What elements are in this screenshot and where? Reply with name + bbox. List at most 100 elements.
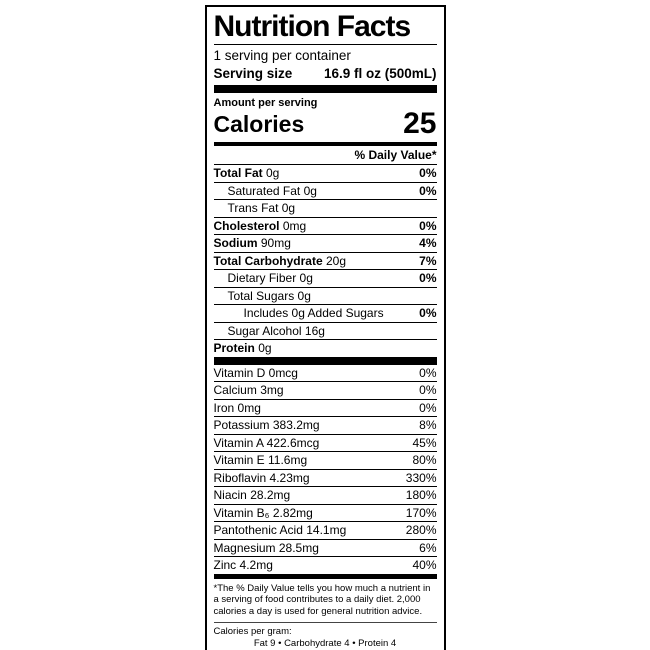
- nutrient-row: Cholesterol 0mg 0%: [213, 218, 437, 235]
- nutrient-daily-value: 0%: [419, 383, 437, 397]
- daily-value-header: % Daily Value*: [213, 146, 437, 165]
- thick-rule-top: [213, 85, 437, 93]
- nutrient-name: Total Sugars: [227, 288, 295, 303]
- nutrient-amount: 0g: [258, 341, 272, 355]
- nutrient-amount: 0g: [299, 271, 313, 285]
- nutrient-name: Cholesterol: [213, 218, 280, 233]
- calories-per-gram-label: Calories per gram:: [213, 626, 292, 637]
- nutrient-name-amount: Calcium 3mg: [214, 384, 284, 397]
- vitamin-row: Potassium 383.2mg 8%: [213, 417, 437, 435]
- nutrient-daily-value: 4%: [419, 236, 437, 250]
- nutrition-facts-label: Nutrition Facts 1 serving per container …: [204, 5, 446, 650]
- nutrient-amount: 20g: [325, 253, 346, 268]
- vitamin-row: Calcium 3mg 0%: [213, 382, 437, 400]
- nutrient-name: Vitamin B₆: [213, 505, 270, 520]
- nutrient-name-amount: Niacin 28.2mg: [214, 489, 291, 502]
- nutrient-daily-value: 0%: [419, 166, 437, 180]
- nutrient-amount: 0g: [281, 201, 296, 215]
- nutrient-daily-value: 0%: [419, 306, 437, 320]
- nutrient-name: Iron: [213, 400, 235, 415]
- nutrient-name: Vitamin D: [213, 365, 266, 380]
- nutrient-daily-value: 0%: [419, 400, 437, 415]
- nutrient-name-amount: Saturated Fat 0g: [228, 183, 317, 198]
- nutrient-name-amount: Pantothenic Acid 14.1mg: [214, 524, 347, 537]
- calories-label: Calories: [213, 111, 305, 137]
- vitamin-row: Pantothenic Acid 14.1mg 280%: [213, 522, 437, 540]
- nutrient-daily-value: 170%: [405, 505, 437, 520]
- nutrient-amount: 0mg: [282, 218, 307, 233]
- vitamin-rows: Vitamin D 0mcg 0% Calcium 3mg 0% Iron 0mg 0% P…: [213, 365, 437, 574]
- nutrient-amount: 16g: [304, 323, 325, 338]
- nutrient-name: Pantothenic Acid: [213, 523, 303, 537]
- nutrient-amount: 0mg: [237, 400, 261, 415]
- nutrient-amount: 4.23mg: [269, 470, 310, 485]
- serving-size-row: Serving size 16.9 fl oz (500mL): [214, 64, 437, 85]
- nutrient-amount: 422.6mcg: [266, 435, 320, 450]
- nutrient-name-amount: Vitamin B₆ 2.82mg: [213, 505, 313, 520]
- nutrient-row: Total Fat 0g 0%: [213, 165, 437, 183]
- medium-rule: [213, 142, 437, 146]
- nutrient-name: Includes 0g Added Sugars: [243, 306, 384, 320]
- nutrient-name-amount: Total Carbohydrate 20g: [213, 253, 347, 268]
- nutrient-amount: 2.82mg: [272, 505, 313, 520]
- vitamin-row: Iron 0mg 0%: [213, 400, 437, 417]
- nutrient-name-amount: Magnesium 28.5mg: [213, 540, 319, 555]
- nutrient-amount: 0mcg: [268, 365, 298, 380]
- nutrient-amount: 0g: [265, 166, 280, 180]
- nutrient-row: Protein 0g: [214, 340, 437, 357]
- nutrient-row: Sodium 90mg 4%: [213, 235, 437, 253]
- nutrient-name: Niacin: [213, 488, 247, 502]
- nutrient-amount: 28.2mg: [250, 488, 291, 502]
- serving-size-label: Serving size: [213, 66, 293, 81]
- nutrient-name: Calcium: [213, 383, 257, 397]
- calories-row: Calories 25: [214, 109, 437, 140]
- nutrient-row: Sugar Alcohol 16g: [213, 323, 437, 340]
- vitamin-row: Niacin 28.2mg 180%: [213, 487, 437, 505]
- nutrient-name: Magnesium: [213, 540, 276, 555]
- nutrient-name: Dietary Fiber: [227, 271, 297, 285]
- label-title: Nutrition Facts: [213, 10, 437, 45]
- nutrient-daily-value: 7%: [419, 253, 437, 268]
- nutrient-daily-value: 0%: [419, 183, 437, 198]
- nutrient-amount: 4.2mg: [239, 558, 273, 572]
- nutrient-amount: 0g: [303, 183, 317, 198]
- nutrient-daily-value: 80%: [412, 453, 437, 467]
- serving-size-value: 16.9 fl oz (500mL): [323, 66, 437, 81]
- nutrient-daily-value: 0%: [419, 218, 437, 233]
- vitamin-row: Zinc 4.2mg 40%: [214, 557, 437, 574]
- nutrient-name-amount: Riboflavin 4.23mg: [213, 470, 310, 485]
- vitamin-row: Riboflavin 4.23mg 330%: [213, 470, 437, 487]
- nutrient-daily-value: 280%: [405, 523, 437, 537]
- calories-per-gram-section: Calories per gram: Fat 9 • Carbohydrate …: [214, 623, 437, 650]
- nutrient-daily-value: 8%: [419, 418, 437, 432]
- nutrient-name-amount: Iron 0mg: [213, 400, 261, 415]
- nutrient-name: Protein: [213, 341, 255, 355]
- vitamin-row: Magnesium 28.5mg 6%: [213, 540, 437, 557]
- vitamin-row: Vitamin B₆ 2.82mg 170%: [213, 505, 437, 522]
- daily-value-footnote: *The % Daily Value tells you how much a …: [213, 579, 437, 623]
- nutrient-row: Total Sugars 0g: [213, 288, 437, 305]
- amount-per-serving-label: Amount per serving: [213, 97, 318, 109]
- nutrient-name: Riboflavin: [213, 470, 267, 485]
- nutrient-name-amount: Trans Fat 0g: [228, 202, 296, 215]
- nutrient-amount: 383.2mg: [272, 418, 320, 432]
- nutrient-row: Total Carbohydrate 20g 7%: [213, 253, 437, 270]
- nutrient-rows: Total Fat 0g 0% Saturated Fat 0g 0% Trans Fa…: [213, 165, 437, 357]
- nutrient-name: Vitamin A: [213, 435, 264, 450]
- nutrient-name-amount: Cholesterol 0mg: [213, 218, 307, 233]
- nutrient-row: Saturated Fat 0g 0%: [213, 183, 437, 200]
- calories-per-gram-values: Fat 9 • Carbohydrate 4 • Protein 4: [253, 638, 397, 649]
- nutrient-name-amount: Vitamin A 422.6mcg: [213, 435, 320, 450]
- nutrient-amount: 3mg: [260, 383, 284, 397]
- nutrient-daily-value: 0%: [419, 271, 437, 285]
- nutrient-name: Total Carbohydrate: [213, 253, 323, 268]
- nutrient-name-amount: Sugar Alcohol 16g: [228, 323, 325, 338]
- nutrient-row: Dietary Fiber 0g 0%: [213, 270, 437, 288]
- nutrient-name-amount: Zinc 4.2mg: [214, 559, 273, 572]
- nutrient-daily-value: 330%: [405, 470, 437, 485]
- vitamin-row: Vitamin A 422.6mcg 45%: [213, 435, 437, 452]
- nutrient-amount: 0g: [297, 288, 311, 303]
- nutrient-daily-value: 40%: [412, 558, 437, 572]
- nutrient-name-amount: Potassium 383.2mg: [214, 419, 320, 432]
- nutrient-daily-value: 6%: [419, 540, 437, 555]
